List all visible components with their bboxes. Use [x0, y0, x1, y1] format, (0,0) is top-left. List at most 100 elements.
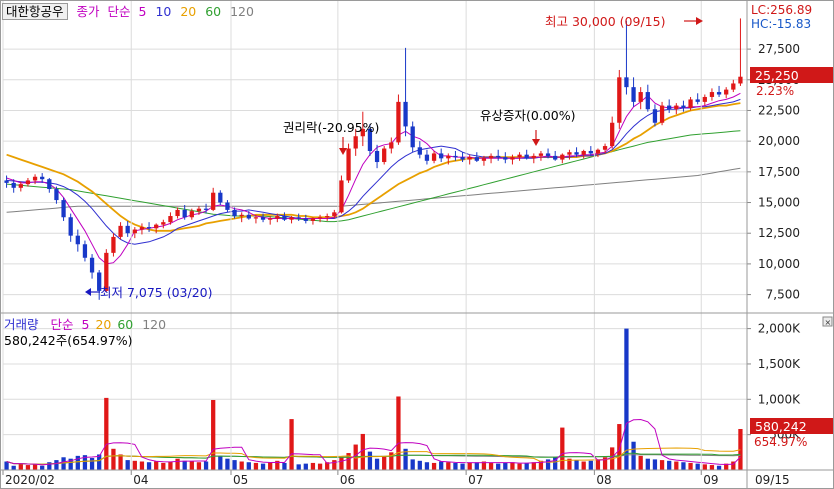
candle-body — [332, 212, 337, 217]
volume-bar — [724, 463, 729, 470]
candle-body — [645, 92, 650, 110]
volume-bar — [18, 463, 23, 470]
rights-marker — [339, 137, 347, 155]
volume-bar — [410, 459, 415, 470]
legend-ma10[interactable]: 10 — [155, 4, 172, 19]
volume-bar — [154, 461, 159, 470]
candle-body — [303, 218, 308, 221]
candle-body — [218, 192, 223, 203]
vlegend-volume[interactable]: 거래량 — [4, 317, 39, 332]
candle-body — [382, 148, 387, 163]
volume-bar — [638, 455, 643, 470]
volume-bar — [75, 455, 80, 470]
volume-bar — [146, 462, 152, 470]
candle-body — [453, 155, 458, 158]
vlegend-ma60[interactable]: 60 — [117, 317, 134, 332]
volume-bar — [303, 463, 308, 470]
volume-bar — [203, 461, 209, 470]
candle — [602, 143, 608, 154]
legend-ma60[interactable]: 60 — [205, 4, 222, 19]
stock-name[interactable]: 대한항공우 — [2, 3, 68, 20]
candle-body — [111, 236, 116, 253]
candle-body — [4, 180, 9, 183]
vlegend-ma5[interactable]: 5 — [81, 317, 90, 332]
candle — [382, 146, 387, 165]
candle-body — [32, 176, 38, 181]
candle-body — [417, 147, 422, 155]
vlegend-ma20[interactable]: 20 — [95, 317, 112, 332]
candle-body — [89, 257, 95, 273]
candle — [439, 148, 444, 163]
volume-bar — [595, 459, 601, 470]
candle — [203, 203, 209, 214]
volume-bar — [275, 460, 280, 470]
candle — [211, 187, 216, 212]
candle-body — [346, 148, 351, 181]
vlegend-type[interactable]: 단순 — [50, 317, 74, 332]
candle-body — [488, 155, 494, 159]
candle-body — [310, 218, 316, 221]
date-tick-label: 09 — [703, 473, 718, 487]
volume-bar — [132, 460, 137, 470]
candle — [403, 47, 408, 137]
volume-bar — [325, 462, 330, 470]
volume-bar — [282, 462, 287, 470]
candle-body — [396, 101, 401, 143]
candle — [18, 181, 23, 192]
candle — [4, 175, 9, 188]
candle — [553, 150, 558, 161]
candle-body — [531, 155, 536, 159]
candle — [460, 152, 465, 163]
candle — [481, 155, 487, 166]
date-tick-label: 08 — [596, 473, 611, 487]
vlegend-ma120[interactable]: 120 — [142, 317, 167, 332]
candle-body — [246, 214, 251, 219]
candle-body — [97, 272, 102, 291]
candle — [339, 175, 344, 214]
candle-body — [260, 217, 266, 220]
candle — [82, 240, 88, 262]
legend-ma5[interactable]: 5 — [138, 4, 147, 19]
volume-tick-label: 1,000K — [758, 392, 801, 406]
legend-ma20[interactable]: 20 — [180, 4, 197, 19]
candle — [688, 96, 693, 111]
volume-bar — [396, 396, 401, 470]
hc-value: HC:-15.83 — [751, 17, 812, 31]
legend-close[interactable]: 종가 — [76, 4, 100, 19]
volume-bar — [488, 462, 494, 470]
volume-bar — [54, 460, 59, 470]
panel-close-button[interactable] — [822, 316, 833, 327]
candle — [196, 206, 202, 215]
candle-body — [289, 217, 294, 220]
volume-bar — [232, 460, 237, 470]
candle-body — [716, 92, 722, 95]
candle — [161, 219, 166, 229]
price-tick-label: 15,000 — [758, 196, 800, 210]
volume-bar — [246, 462, 251, 470]
candle-body — [353, 136, 358, 149]
candle-body — [189, 211, 194, 218]
candle-body — [481, 158, 487, 161]
candle-body — [638, 92, 643, 102]
volume-bar — [674, 461, 679, 470]
candle — [702, 94, 707, 106]
candle-body — [296, 217, 301, 219]
volume-bar — [695, 463, 700, 470]
candle — [424, 149, 430, 165]
ma-10-line — [6, 98, 741, 245]
volume-bar — [82, 455, 88, 470]
date-tick-label: 05 — [233, 473, 248, 487]
candle-body — [624, 77, 629, 88]
candle-body — [460, 157, 465, 160]
candle — [709, 88, 715, 101]
volume-bar — [574, 460, 579, 470]
candle — [617, 69, 622, 129]
legend-ma120[interactable]: 120 — [230, 4, 254, 19]
volume-bar — [617, 424, 622, 470]
legend-type[interactable]: 단순 — [107, 4, 131, 19]
volume-bar — [517, 463, 522, 470]
candle — [282, 212, 287, 221]
volume-bar — [168, 461, 173, 470]
